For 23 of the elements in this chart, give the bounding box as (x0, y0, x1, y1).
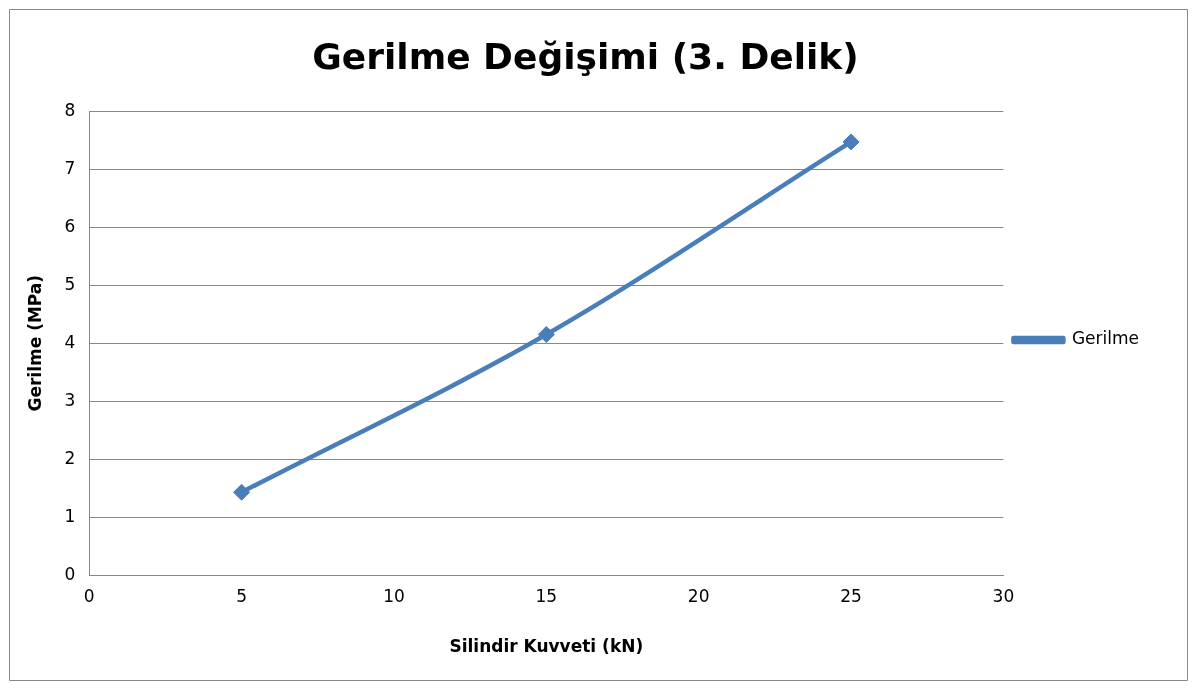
y-tick-label: 0 (64, 563, 76, 584)
y-tick-label: 3 (64, 389, 76, 410)
chart-title: Gerilme Değişimi (3. Delik) (312, 35, 859, 77)
legend-label: Gerilme (1071, 328, 1140, 349)
y-tick-label: 7 (64, 157, 76, 178)
y-tick-label: 5 (64, 273, 76, 294)
x-axis-title: Silindir Kuvveti (kN) (449, 636, 644, 657)
y-tick-label: 8 (64, 99, 76, 120)
x-tick-label: 20 (687, 585, 710, 606)
y-tick-label: 4 (64, 331, 76, 352)
y-tick-label: 2 (64, 447, 76, 468)
point (537, 326, 555, 343)
x-tick-label: 30 (992, 585, 1015, 606)
y-axis-title: Gerilme (MPa) (24, 274, 45, 412)
x-tick-label: 15 (535, 585, 558, 606)
point (842, 133, 860, 151)
x-tick-label: 5 (236, 585, 247, 606)
x-tick-label: 25 (840, 585, 862, 606)
point (233, 483, 251, 501)
x-tick-label: 10 (383, 585, 405, 606)
y-tick-label: 1 (64, 505, 76, 526)
x-tick-label: 0 (83, 585, 95, 606)
y-tick-label: 6 (64, 215, 76, 236)
